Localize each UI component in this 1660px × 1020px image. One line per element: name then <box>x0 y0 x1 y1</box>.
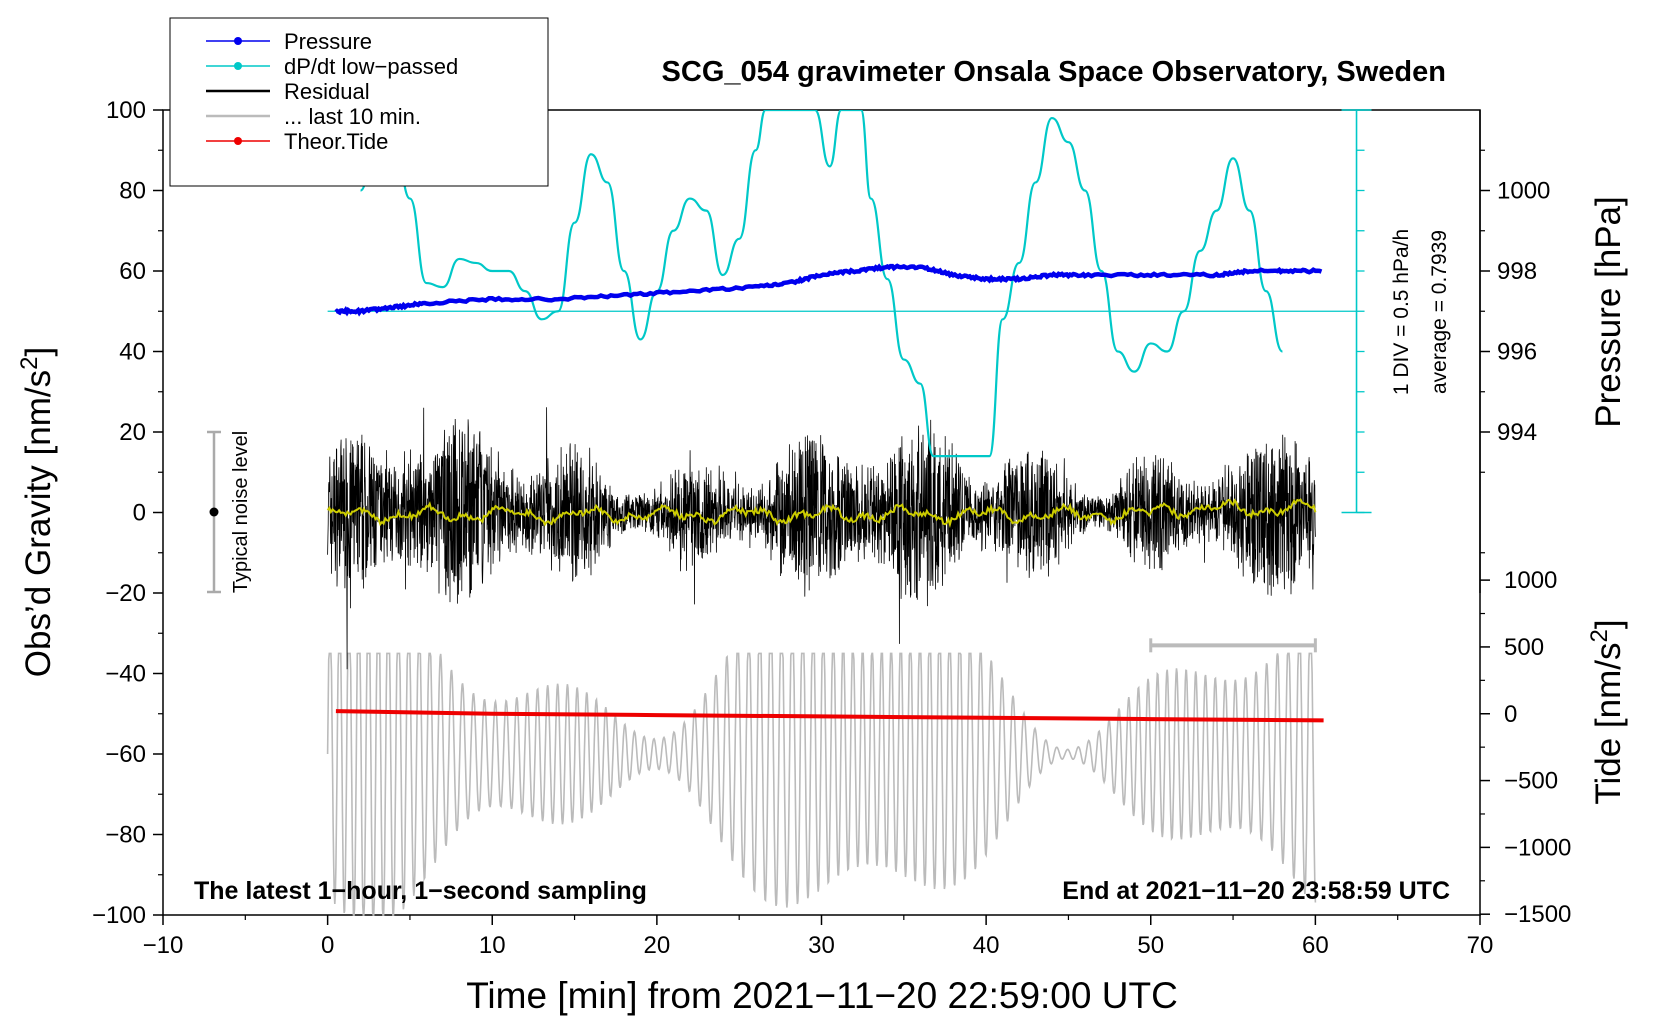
y-tick-label: −60 <box>105 741 146 768</box>
dpdt-curve <box>359 110 1284 458</box>
y-axis-tide: −1500 −1000 −500 0 500 1000 <box>1480 567 1571 928</box>
legend-label: Theor.Tide <box>284 129 388 154</box>
pressure-tick-label: 994 <box>1497 419 1537 446</box>
average-label: average = 0.7939 <box>1428 230 1451 394</box>
x-axis: −10 0 10 20 30 40 50 60 70 <box>143 915 1494 959</box>
legend-swatch-dot <box>234 137 242 145</box>
legend-item: dP/dt low−passed <box>206 54 458 79</box>
legend-item: Theor.Tide <box>206 129 388 154</box>
legend-item: Pressure <box>206 29 372 54</box>
series-dpdt <box>359 110 1284 458</box>
pressure-tick-label: 996 <box>1497 339 1537 366</box>
pressure-line <box>334 263 1323 317</box>
legend-item: Residual <box>206 79 370 104</box>
y-tick-label: −20 <box>105 580 146 607</box>
y-axis-gravity: −100 −80 −60 −40 −20 0 20 40 60 80 100 <box>92 97 163 929</box>
x-tick-label: 60 <box>1302 932 1329 959</box>
x-tick-label: 40 <box>973 932 1000 959</box>
y-tick-label: 40 <box>119 339 146 366</box>
y-tick-label: 80 <box>119 178 146 205</box>
tide-tick-label: −1000 <box>1504 834 1571 861</box>
x-tick-label: 20 <box>644 932 671 959</box>
tide-tick-label: −500 <box>1504 768 1558 795</box>
noise-level-label: Typical noise level <box>230 431 252 593</box>
legend-swatch-dot <box>234 62 242 70</box>
legend-label: Residual <box>284 79 370 104</box>
y-axis-pressure: 994 996 998 1000 <box>1479 110 1550 593</box>
y-tick-label: 60 <box>119 258 146 285</box>
legend-label: ... last 10 min. <box>284 104 421 129</box>
noise-level-marker <box>207 430 221 594</box>
legend-label: Pressure <box>284 29 372 54</box>
sampling-note: The latest 1−hour, 1−second sampling <box>194 877 647 905</box>
series-residual-smoothed <box>326 498 1317 529</box>
y-tick-label: 20 <box>119 419 146 446</box>
residual-smoothed-line <box>326 498 1317 529</box>
pressure-tick-label: 998 <box>1497 258 1537 285</box>
y-tick-label: 0 <box>133 500 146 527</box>
y-tick-label: 100 <box>106 97 146 124</box>
legend-box <box>169 17 549 187</box>
tide-tick-label: 500 <box>1504 634 1544 661</box>
legend-item: ... last 10 min. <box>206 104 421 129</box>
pressure-tick-label: 1000 <box>1497 178 1550 205</box>
y-axis-pressure-label: Pressure [hPa] <box>1589 196 1628 428</box>
series-last-ten-min <box>326 652 1317 917</box>
chart-title: SCG_054 gravimeter Onsala Space Observat… <box>662 56 1446 88</box>
tide-tick-label: −1500 <box>1504 901 1571 928</box>
series-pressure <box>334 263 1323 317</box>
x-tick-label: 0 <box>321 932 334 959</box>
x-tick-label: −10 <box>143 932 184 959</box>
y-tick-label: −100 <box>92 902 146 929</box>
tide-line <box>335 709 1324 723</box>
y-tick-label: −40 <box>105 661 146 688</box>
x-tick-label: 70 <box>1467 932 1494 959</box>
tide-tick-label: 1000 <box>1504 567 1557 594</box>
legend-swatch-dot <box>234 37 242 45</box>
y-tick-label: −80 <box>105 822 146 849</box>
series-theor-tide <box>335 709 1324 723</box>
legend-label: dP/dt low−passed <box>284 54 458 79</box>
y-axis-gravity-label: Obs’d Gravity [nm/s2] <box>16 347 58 677</box>
end-time-note: End at 2021−11−20 23:58:59 UTC <box>1062 877 1450 905</box>
div-scale-label: 1 DIV = 0.5 hPa/h <box>1390 229 1413 395</box>
last-ten-min-bracket <box>1149 638 1317 653</box>
x-tick-label: 10 <box>479 932 506 959</box>
tide-tick-label: 0 <box>1504 701 1517 728</box>
x-axis-label: Time [min] from 2021−11−20 22:59:00 UTC <box>466 975 1178 1016</box>
y-axis-tide-label: Tide [nm/s2] <box>1586 619 1628 804</box>
dpdt-scale-bar <box>1341 109 1372 514</box>
x-tick-label: 30 <box>808 932 835 959</box>
x-tick-label: 50 <box>1137 932 1164 959</box>
last-ten-min-line <box>326 652 1317 917</box>
